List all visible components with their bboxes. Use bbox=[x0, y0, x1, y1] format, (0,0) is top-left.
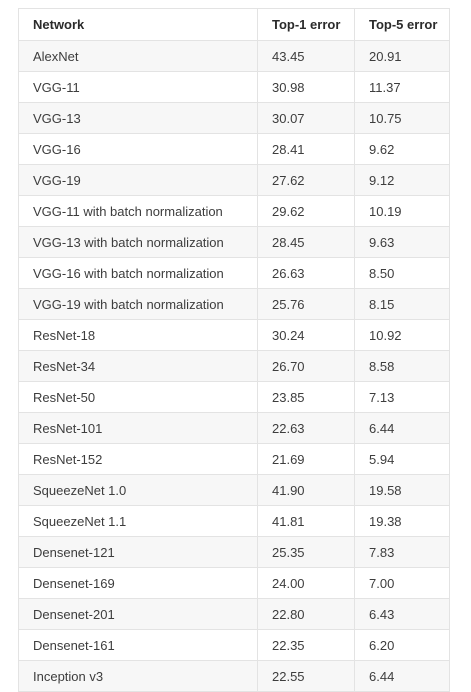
column-header-top1-error: Top-1 error bbox=[257, 8, 355, 41]
table-body: AlexNet 43.45 20.91 VGG-11 30.98 11.37 VGG-13 3… bbox=[18, 40, 450, 692]
table-row: VGG-16 with batch normalization 26.63 8.50 bbox=[18, 257, 450, 289]
top1-error-cell: 24.00 bbox=[257, 567, 355, 599]
table-row: ResNet-101 22.63 6.44 bbox=[18, 412, 450, 444]
network-cell: Densenet-161 bbox=[18, 629, 258, 661]
top5-error-cell: 7.00 bbox=[354, 567, 450, 599]
top1-error-cell: 22.55 bbox=[257, 660, 355, 692]
table-row: VGG-11 30.98 11.37 bbox=[18, 71, 450, 103]
top1-error-cell: 29.62 bbox=[257, 195, 355, 227]
network-cell: ResNet-34 bbox=[18, 350, 258, 382]
network-cell: VGG-16 bbox=[18, 133, 258, 165]
results-table-container: Network Top-1 error Top-5 error AlexNet 4… bbox=[18, 8, 450, 692]
table-row: Densenet-161 22.35 6.20 bbox=[18, 629, 450, 661]
top5-error-cell: 10.19 bbox=[354, 195, 450, 227]
top1-error-cell: 25.76 bbox=[257, 288, 355, 320]
column-header-network: Network bbox=[18, 8, 258, 41]
top1-error-cell: 26.70 bbox=[257, 350, 355, 382]
network-cell: VGG-19 bbox=[18, 164, 258, 196]
top5-error-cell: 8.50 bbox=[354, 257, 450, 289]
top1-error-cell: 26.63 bbox=[257, 257, 355, 289]
table-row: Densenet-201 22.80 6.43 bbox=[18, 598, 450, 630]
network-cell: ResNet-18 bbox=[18, 319, 258, 351]
top5-error-cell: 8.15 bbox=[354, 288, 450, 320]
table-row: Densenet-169 24.00 7.00 bbox=[18, 567, 450, 599]
top5-error-cell: 7.13 bbox=[354, 381, 450, 413]
network-cell: Densenet-201 bbox=[18, 598, 258, 630]
network-cell: AlexNet bbox=[18, 40, 258, 72]
network-cell: VGG-11 bbox=[18, 71, 258, 103]
network-cell: VGG-19 with batch normalization bbox=[18, 288, 258, 320]
top1-error-cell: 28.45 bbox=[257, 226, 355, 258]
error-rates-table: Network Top-1 error Top-5 error AlexNet 4… bbox=[18, 8, 450, 692]
column-header-top5-error: Top-5 error bbox=[354, 8, 450, 41]
table-header-row: Network Top-1 error Top-5 error bbox=[18, 8, 450, 41]
network-cell: VGG-11 with batch normalization bbox=[18, 195, 258, 227]
table-row: VGG-16 28.41 9.62 bbox=[18, 133, 450, 165]
table-row: AlexNet 43.45 20.91 bbox=[18, 40, 450, 72]
top5-error-cell: 9.62 bbox=[354, 133, 450, 165]
top1-error-cell: 30.07 bbox=[257, 102, 355, 134]
table-row: ResNet-18 30.24 10.92 bbox=[18, 319, 450, 351]
network-cell: VGG-13 with batch normalization bbox=[18, 226, 258, 258]
top1-error-cell: 22.63 bbox=[257, 412, 355, 444]
top5-error-cell: 6.20 bbox=[354, 629, 450, 661]
top5-error-cell: 6.43 bbox=[354, 598, 450, 630]
table-row: VGG-19 with batch normalization 25.76 8.15 bbox=[18, 288, 450, 320]
top5-error-cell: 5.94 bbox=[354, 443, 450, 475]
top5-error-cell: 19.58 bbox=[354, 474, 450, 506]
top5-error-cell: 6.44 bbox=[354, 412, 450, 444]
table-row: VGG-11 with batch normalization 29.62 10.1… bbox=[18, 195, 450, 227]
network-cell: Densenet-169 bbox=[18, 567, 258, 599]
top5-error-cell: 19.38 bbox=[354, 505, 450, 537]
top1-error-cell: 28.41 bbox=[257, 133, 355, 165]
table-row: SqueezeNet 1.1 41.81 19.38 bbox=[18, 505, 450, 537]
top1-error-cell: 25.35 bbox=[257, 536, 355, 568]
top5-error-cell: 9.63 bbox=[354, 226, 450, 258]
table-row: SqueezeNet 1.0 41.90 19.58 bbox=[18, 474, 450, 506]
top1-error-cell: 21.69 bbox=[257, 443, 355, 475]
top5-error-cell: 9.12 bbox=[354, 164, 450, 196]
top1-error-cell: 22.35 bbox=[257, 629, 355, 661]
table-row: ResNet-152 21.69 5.94 bbox=[18, 443, 450, 475]
table-row: Inception v3 22.55 6.44 bbox=[18, 660, 450, 692]
network-cell: ResNet-50 bbox=[18, 381, 258, 413]
top5-error-cell: 10.92 bbox=[354, 319, 450, 351]
table-row: VGG-13 with batch normalization 28.45 9.63 bbox=[18, 226, 450, 258]
top5-error-cell: 6.44 bbox=[354, 660, 450, 692]
top5-error-cell: 8.58 bbox=[354, 350, 450, 382]
top1-error-cell: 41.81 bbox=[257, 505, 355, 537]
top1-error-cell: 22.80 bbox=[257, 598, 355, 630]
table-row: ResNet-34 26.70 8.58 bbox=[18, 350, 450, 382]
network-cell: SqueezeNet 1.1 bbox=[18, 505, 258, 537]
top1-error-cell: 27.62 bbox=[257, 164, 355, 196]
top5-error-cell: 10.75 bbox=[354, 102, 450, 134]
top1-error-cell: 30.98 bbox=[257, 71, 355, 103]
top1-error-cell: 30.24 bbox=[257, 319, 355, 351]
table-row: VGG-19 27.62 9.12 bbox=[18, 164, 450, 196]
network-cell: VGG-16 with batch normalization bbox=[18, 257, 258, 289]
network-cell: ResNet-152 bbox=[18, 443, 258, 475]
top5-error-cell: 11.37 bbox=[354, 71, 450, 103]
network-cell: VGG-13 bbox=[18, 102, 258, 134]
top1-error-cell: 43.45 bbox=[257, 40, 355, 72]
top1-error-cell: 41.90 bbox=[257, 474, 355, 506]
network-cell: SqueezeNet 1.0 bbox=[18, 474, 258, 506]
top5-error-cell: 20.91 bbox=[354, 40, 450, 72]
table-row: VGG-13 30.07 10.75 bbox=[18, 102, 450, 134]
network-cell: Inception v3 bbox=[18, 660, 258, 692]
top1-error-cell: 23.85 bbox=[257, 381, 355, 413]
table-row: ResNet-50 23.85 7.13 bbox=[18, 381, 450, 413]
top5-error-cell: 7.83 bbox=[354, 536, 450, 568]
network-cell: Densenet-121 bbox=[18, 536, 258, 568]
table-row: Densenet-121 25.35 7.83 bbox=[18, 536, 450, 568]
network-cell: ResNet-101 bbox=[18, 412, 258, 444]
